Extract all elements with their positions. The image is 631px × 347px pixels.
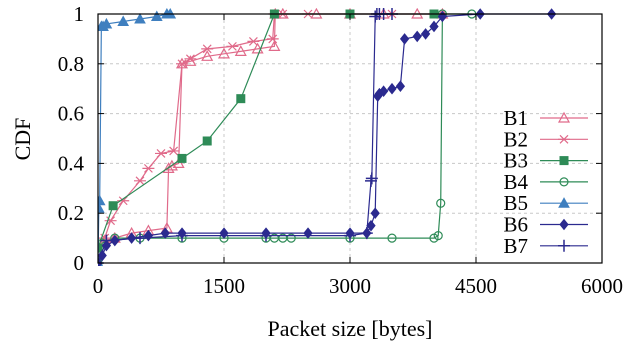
- data-point-b2: [176, 59, 188, 69]
- data-point-b3: [177, 153, 187, 163]
- y-tick-label: 0.2: [58, 201, 84, 225]
- y-tick-label: 0.4: [58, 151, 85, 175]
- data-point-b3: [108, 201, 118, 211]
- data-point-b3: [202, 136, 212, 146]
- data-point-b7: [344, 229, 356, 242]
- legend-label-b4: B4: [503, 170, 528, 194]
- data-point-b7: [365, 174, 377, 187]
- data-point-b6: [303, 227, 313, 239]
- data-point-b7: [134, 232, 146, 245]
- data-point-b5: [117, 15, 130, 26]
- y-axis-label: CDF: [10, 118, 35, 161]
- legend-label-b1: B1: [503, 106, 528, 130]
- x-tick-label: 0: [93, 274, 104, 298]
- data-point-b2: [167, 146, 180, 156]
- series-b1: [98, 8, 449, 253]
- legend-label-b5: B5: [503, 191, 528, 215]
- legend-label-b7: B7: [503, 234, 528, 258]
- data-point-b7: [260, 229, 272, 242]
- legend-marker-b3: [559, 156, 569, 166]
- data-point-b5: [98, 194, 106, 206]
- x-tick-label: 1500: [203, 274, 245, 298]
- data-point-b5: [134, 12, 146, 24]
- data-point-b6: [420, 28, 431, 40]
- legend-marker-b5: [558, 197, 570, 208]
- data-point-b6: [429, 20, 439, 33]
- data-point-b6: [378, 85, 389, 97]
- data-point-b1: [201, 50, 214, 61]
- legend-label-b3: B3: [503, 149, 528, 173]
- series-line-b7: [98, 13, 392, 264]
- y-tick-label: 0: [74, 251, 85, 275]
- data-point-b2: [184, 54, 197, 64]
- data-point-b6: [110, 234, 120, 247]
- data-point-b5: [100, 17, 113, 29]
- x-tick-label: 4500: [455, 274, 497, 298]
- data-point-b3: [236, 94, 246, 104]
- y-tick-label: 0.6: [58, 102, 84, 126]
- data-point-b2: [104, 216, 117, 226]
- data-point-b6: [399, 33, 410, 45]
- data-point-b1: [217, 47, 231, 59]
- data-point-b4: [433, 231, 443, 241]
- axis-ticks: 0 0.2 0.4 0.6 0.8 1 0 1500 3000 4500 6000: [58, 2, 623, 298]
- data-point-b1: [234, 45, 247, 56]
- legend-marker-b4: [559, 177, 569, 187]
- data-point-b7: [365, 172, 378, 185]
- series-b3: [98, 9, 439, 253]
- x-tick-label: 3000: [329, 274, 371, 298]
- data-point-b2: [117, 196, 130, 206]
- data-point-b2: [142, 163, 155, 173]
- x-axis-label: Packet size [bytes]: [268, 316, 433, 341]
- data-point-b4: [387, 233, 397, 243]
- series-b4: [98, 9, 477, 266]
- data-point-b6: [143, 229, 154, 242]
- data-point-b6: [370, 207, 380, 220]
- data-point-b6: [219, 227, 229, 239]
- data-point-b2: [266, 34, 279, 44]
- data-point-b4: [436, 198, 446, 208]
- data-point-b2: [201, 44, 214, 54]
- y-tick-label: 1: [74, 2, 85, 26]
- legend-label-b6: B6: [503, 213, 528, 237]
- data-point-b5: [150, 10, 163, 21]
- data-point-b6: [126, 232, 137, 244]
- data-point-b6: [412, 30, 422, 43]
- series-layer: [98, 8, 557, 266]
- series-line-b4: [98, 13, 472, 264]
- series-b7: [98, 8, 398, 266]
- data-point-b1: [162, 162, 175, 173]
- data-point-b2: [134, 176, 146, 186]
- data-point-b6: [160, 227, 170, 239]
- legend-marker-b6: [559, 218, 569, 231]
- data-point-b7: [176, 229, 188, 242]
- legend-label-b2: B2: [503, 127, 528, 151]
- data-point-b4: [286, 233, 296, 243]
- data-point-b6: [366, 219, 376, 232]
- data-point-b2: [155, 149, 167, 158]
- legend-marker-b2: [558, 134, 570, 144]
- data-point-b1: [251, 42, 264, 54]
- data-point-b6: [387, 82, 397, 95]
- legend-marker-b7: [558, 239, 570, 252]
- data-point-b2: [226, 41, 239, 51]
- y-tick-label: 0.8: [58, 52, 84, 76]
- data-point-b6: [395, 80, 406, 93]
- x-tick-label: 6000: [581, 274, 623, 298]
- data-point-b5: [98, 202, 105, 213]
- series-line-b2: [98, 13, 434, 246]
- data-point-b7: [360, 227, 373, 240]
- legend-marker-b1: [557, 111, 571, 123]
- data-point-b7: [100, 234, 113, 247]
- data-point-b2: [247, 36, 260, 46]
- data-point-b3: [98, 243, 103, 253]
- data-point-b1: [268, 40, 281, 51]
